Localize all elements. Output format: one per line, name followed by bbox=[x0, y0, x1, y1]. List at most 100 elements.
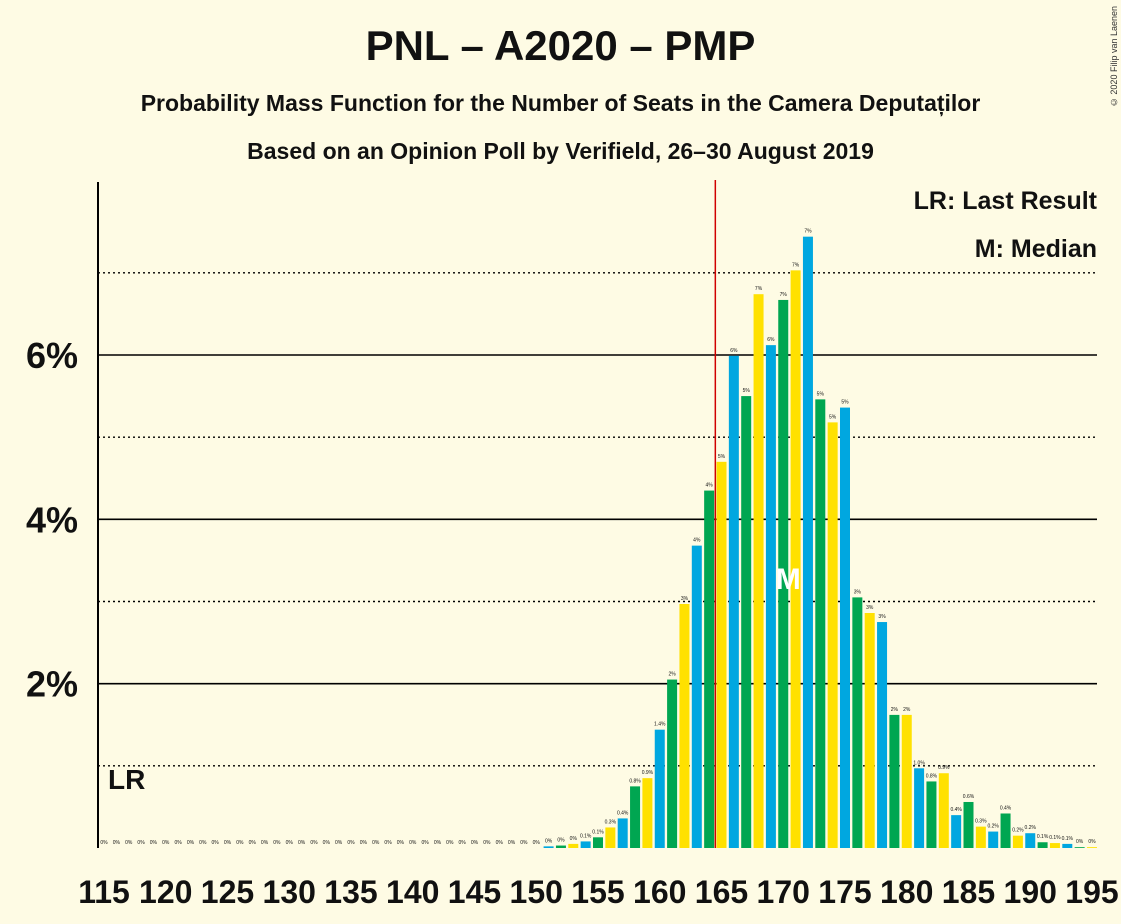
bar bbox=[889, 714, 900, 848]
bar-value-label: 7% bbox=[780, 292, 788, 298]
bar-value-label: 0% bbox=[508, 840, 516, 846]
bar bbox=[1049, 843, 1060, 848]
bar bbox=[654, 729, 665, 848]
bar bbox=[617, 818, 628, 848]
x-tick-label: 120 bbox=[139, 874, 192, 910]
chart-subtitle-1: Probability Mass Function for the Number… bbox=[140, 90, 981, 116]
bar bbox=[988, 831, 999, 848]
bar-value-label: 0% bbox=[384, 840, 392, 846]
bar-value-label: 0.4% bbox=[1000, 805, 1012, 811]
bar-value-label: 0% bbox=[113, 840, 121, 846]
bar bbox=[679, 603, 690, 848]
bar-value-label: 0% bbox=[310, 840, 318, 846]
x-tick-label: 165 bbox=[695, 874, 748, 910]
bar bbox=[555, 845, 566, 848]
bar-value-label: 7% bbox=[792, 262, 800, 268]
bar bbox=[704, 490, 715, 848]
bar-value-label: 0% bbox=[397, 840, 405, 846]
bar bbox=[852, 597, 863, 848]
bar bbox=[790, 270, 801, 848]
bar bbox=[741, 396, 752, 848]
bar-value-label: 0% bbox=[459, 840, 467, 846]
legend-median: M: Median bbox=[975, 235, 1097, 263]
bar-value-label: 2% bbox=[903, 707, 911, 713]
bar bbox=[667, 679, 678, 848]
bar bbox=[914, 768, 925, 848]
bar-value-label: 0% bbox=[286, 840, 294, 846]
bar bbox=[963, 801, 974, 848]
bar-value-label: 5% bbox=[841, 400, 849, 406]
bar bbox=[815, 399, 826, 848]
bar-value-label: 0.9% bbox=[938, 765, 950, 771]
bar bbox=[1025, 833, 1036, 848]
bar-value-label: 7% bbox=[755, 286, 763, 292]
chart-title: PNL – A2020 – PMP bbox=[365, 22, 756, 69]
x-tick-label: 125 bbox=[201, 874, 254, 910]
bar bbox=[901, 714, 912, 848]
bar bbox=[568, 843, 579, 848]
bar bbox=[975, 826, 986, 848]
bar bbox=[778, 299, 789, 848]
gridlines bbox=[98, 272, 1097, 767]
bar-value-label: 0% bbox=[212, 840, 220, 846]
bar-value-label: 5% bbox=[829, 414, 837, 420]
x-tick-label: 180 bbox=[880, 874, 933, 910]
bar bbox=[840, 407, 850, 848]
x-tick-label: 130 bbox=[263, 874, 316, 910]
bar-value-label: 0% bbox=[249, 840, 257, 846]
bar-value-label: 3% bbox=[866, 605, 874, 611]
bar bbox=[630, 786, 641, 848]
bar-value-label: 4% bbox=[693, 538, 701, 544]
bar-value-label: 5% bbox=[718, 454, 726, 460]
bar-value-label: 2% bbox=[668, 672, 676, 678]
bar-value-label: 0% bbox=[150, 840, 158, 846]
x-tick-label: 145 bbox=[448, 874, 501, 910]
bar-value-label: 0.3% bbox=[605, 819, 617, 825]
bar-value-label: 0% bbox=[1088, 839, 1096, 845]
bar-value-label: 0% bbox=[557, 838, 565, 844]
bar-value-label: 0.1% bbox=[592, 829, 604, 835]
x-tick-label: 155 bbox=[571, 874, 624, 910]
bar-value-label: 0% bbox=[1076, 839, 1084, 845]
bar-value-label: 0.1% bbox=[1062, 836, 1074, 842]
bar bbox=[716, 461, 727, 848]
x-axis-ticks: 115 120 125 130 135 140 145 150 155 160 165 170 175 1… bbox=[78, 874, 1119, 910]
bar-value-label: 0% bbox=[434, 840, 442, 846]
bar bbox=[802, 236, 813, 848]
bar-value-label: 0.4% bbox=[950, 807, 962, 813]
y-tick-label: 4% bbox=[26, 499, 78, 540]
x-tick-label: 150 bbox=[510, 874, 563, 910]
bar bbox=[691, 545, 702, 848]
bar-value-label: 0% bbox=[199, 840, 207, 846]
bar-value-label: 0% bbox=[545, 838, 553, 844]
bar bbox=[728, 355, 739, 848]
x-tick-label: 140 bbox=[386, 874, 439, 910]
bar-value-label: 5% bbox=[817, 391, 825, 397]
bar-value-label: 3% bbox=[878, 614, 886, 620]
bar-value-label: 0.8% bbox=[926, 773, 938, 779]
value-labels: 0% 0% 0% 0% 0% 0% 0% 0% 0% 0% 0% 0% 0% 0% 0% 0% 0% 0% 0% 0%… bbox=[100, 229, 1096, 846]
bar bbox=[1062, 843, 1073, 848]
bar-value-label: 0% bbox=[483, 840, 491, 846]
bar bbox=[951, 815, 962, 848]
bar-value-label: 0.6% bbox=[963, 794, 975, 800]
y-tick-label: 6% bbox=[26, 335, 78, 376]
bar-value-label: 0% bbox=[162, 840, 170, 846]
bar bbox=[753, 294, 764, 848]
bars bbox=[543, 236, 1097, 848]
bar-value-label: 0% bbox=[520, 840, 528, 846]
bar-value-label: 0.1% bbox=[1049, 835, 1061, 841]
bar bbox=[827, 422, 838, 848]
bar-value-label: 1.0% bbox=[913, 760, 925, 766]
x-tick-label: 190 bbox=[1004, 874, 1057, 910]
bar-value-label: 0% bbox=[347, 840, 355, 846]
bar-value-label: 4% bbox=[706, 483, 714, 489]
x-tick-label: 115 bbox=[78, 874, 130, 910]
bar-value-label: 6% bbox=[767, 337, 775, 343]
bar-value-label: 0.2% bbox=[1025, 825, 1037, 831]
bar-value-label: 0% bbox=[174, 840, 182, 846]
bar-value-label: 0.9% bbox=[642, 770, 654, 776]
bar-value-label: 0.1% bbox=[1037, 834, 1049, 840]
bar-value-label: 0% bbox=[236, 840, 244, 846]
bar-value-label: 0% bbox=[533, 840, 541, 846]
